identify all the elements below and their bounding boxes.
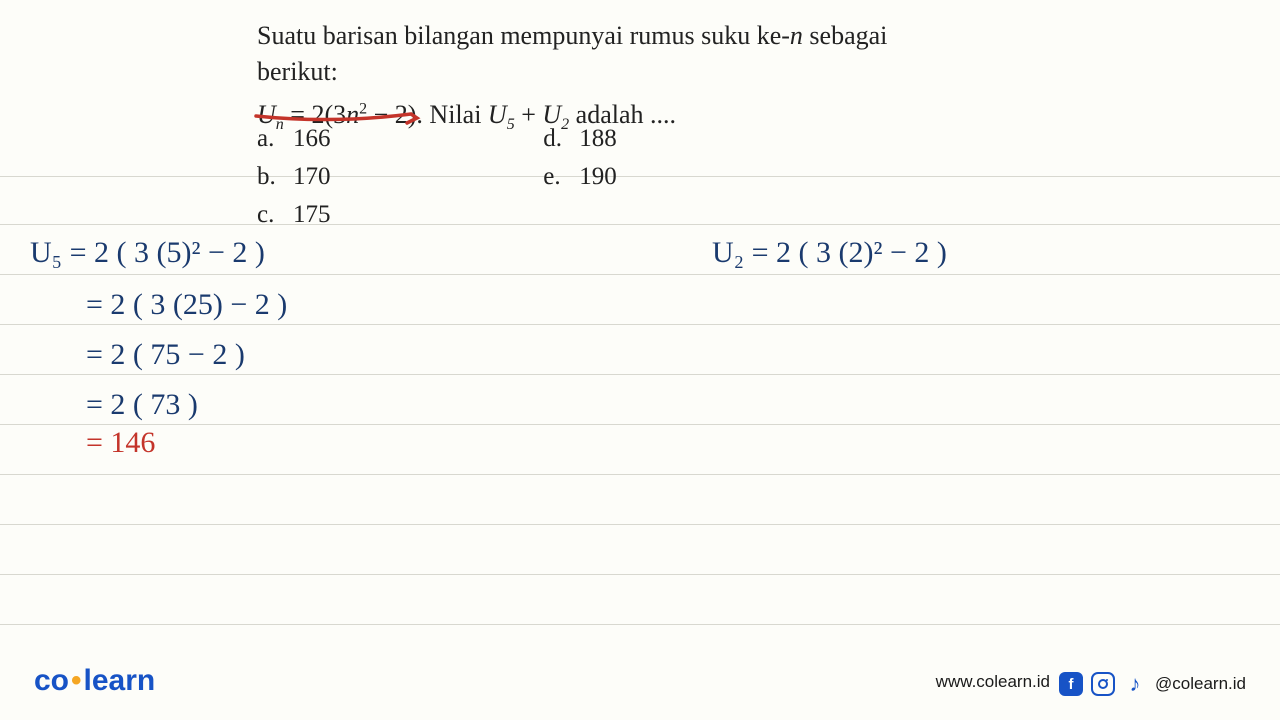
question-italic-n: n xyxy=(790,21,803,50)
site-url: www.colearn.id xyxy=(936,672,1050,692)
hw-u5-line1: U₅ = 2 ( 3 (5)² − 2 ) xyxy=(30,236,265,270)
instagram-icon xyxy=(1091,672,1115,696)
social-handle: @colearn.id xyxy=(1155,674,1246,694)
hw-u5-line4: = 2 ( 73 ) xyxy=(86,388,198,422)
option-b-value: 170 xyxy=(293,163,331,190)
logo-dot: • xyxy=(69,664,84,697)
logo-learn: learn xyxy=(84,664,156,697)
option-b-label: b. xyxy=(257,163,293,191)
facebook-icon: f xyxy=(1059,672,1083,696)
option-d-label: d. xyxy=(543,125,579,153)
tiktok-icon: ♪ xyxy=(1123,672,1147,696)
footer: co•learn www.colearn.id f ♪ @colearn.id xyxy=(0,658,1280,698)
answer-options: a.166 d.188 b.170 e.190 c.175 xyxy=(257,125,857,239)
hw-u5-line3: = 2 ( 75 − 2 ) xyxy=(86,338,245,372)
option-a-value: 166 xyxy=(293,125,331,152)
option-c-label: c. xyxy=(257,201,293,229)
question-text-1: Suatu barisan bilangan mempunyai rumus s… xyxy=(257,21,790,50)
option-e-value: 190 xyxy=(579,163,617,190)
hw-u2-line1: U₂ = 2 ( 3 (2)² − 2 ) xyxy=(712,236,947,270)
option-a-label: a. xyxy=(257,125,293,153)
logo-co: co xyxy=(34,664,69,697)
colearn-logo: co•learn xyxy=(34,664,155,698)
question-text-1-end: sebagai xyxy=(803,21,887,50)
option-d-value: 188 xyxy=(579,125,617,152)
option-c-value: 175 xyxy=(293,201,331,228)
question-line-2: berikut: xyxy=(257,54,1077,90)
social-links: f ♪ @colearn.id xyxy=(1059,672,1246,696)
question-line-1: Suatu barisan bilangan mempunyai rumus s… xyxy=(257,18,1077,54)
hw-u5-result: = 146 xyxy=(86,426,155,460)
option-e-label: e. xyxy=(543,163,579,191)
hw-u5-line2: = 2 ( 3 (25) − 2 ) xyxy=(86,288,287,322)
